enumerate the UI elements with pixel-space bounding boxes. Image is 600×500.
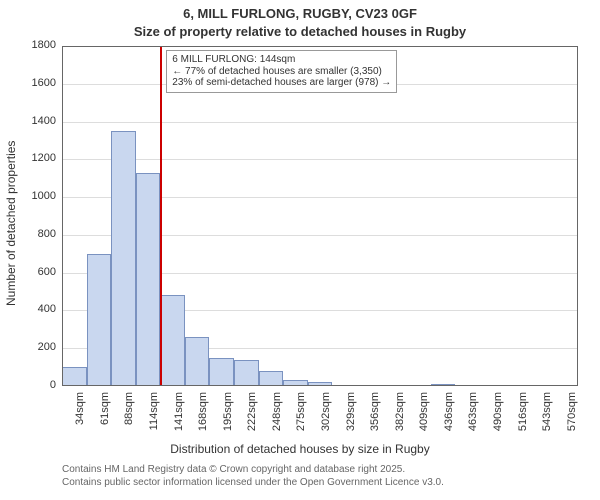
x-tick-label: 88sqm [123, 392, 135, 438]
x-tick-label: 463sqm [467, 392, 479, 438]
histogram-bar [111, 131, 136, 386]
y-tick-label: 800 [16, 228, 56, 240]
y-tick-label: 200 [16, 341, 56, 353]
footnote-1: Contains HM Land Registry data © Crown c… [62, 464, 405, 476]
y-tick-label: 1400 [16, 115, 56, 127]
callout-line2: ← 77% of detached houses are smaller (3,… [172, 66, 391, 78]
plot-area [62, 46, 578, 386]
x-tick-label: 114sqm [148, 392, 160, 438]
y-axis-label: Number of detached properties [4, 141, 18, 306]
footnote-2: Contains public sector information licen… [62, 477, 444, 489]
y-tick-label: 0 [16, 379, 56, 391]
histogram-bar [160, 295, 185, 386]
x-tick-label: 436sqm [443, 392, 455, 438]
x-tick-label: 61sqm [99, 392, 111, 438]
histogram-bar [185, 337, 210, 386]
x-tick-label: 275sqm [295, 392, 307, 438]
chart-title-sub: Size of property relative to detached ho… [0, 24, 600, 39]
callout-line3: 23% of semi-detached houses are larger (… [172, 77, 391, 89]
x-tick-label: 409sqm [418, 392, 430, 438]
x-tick-label: 168sqm [197, 392, 209, 438]
x-tick-label: 248sqm [271, 392, 283, 438]
x-tick-label: 329sqm [345, 392, 357, 438]
chart-title-main: 6, MILL FURLONG, RUGBY, CV23 0GF [0, 6, 600, 21]
x-tick-label: 570sqm [566, 392, 578, 438]
x-tick-label: 356sqm [369, 392, 381, 438]
plot-border [62, 46, 63, 386]
x-tick-label: 302sqm [320, 392, 332, 438]
x-tick-label: 490sqm [492, 392, 504, 438]
x-tick-label: 195sqm [222, 392, 234, 438]
x-tick-label: 34sqm [74, 392, 86, 438]
y-tick-label: 400 [16, 303, 56, 315]
callout-box: 6 MILL FURLONG: 144sqm ← 77% of detached… [166, 50, 397, 93]
plot-border [62, 385, 578, 386]
x-tick-label: 141sqm [173, 392, 185, 438]
reference-marker-line [160, 46, 162, 386]
x-axis-label: Distribution of detached houses by size … [0, 442, 600, 456]
y-tick-label: 1000 [16, 190, 56, 202]
x-tick-label: 516sqm [517, 392, 529, 438]
x-tick-label: 382sqm [394, 392, 406, 438]
histogram-bar [87, 254, 112, 386]
histogram-bar [62, 367, 87, 386]
callout-line1: 6 MILL FURLONG: 144sqm [172, 54, 391, 66]
histogram-chart: 6, MILL FURLONG, RUGBY, CV23 0GF Size of… [0, 0, 600, 500]
gridline [62, 159, 578, 160]
x-tick-label: 222sqm [246, 392, 258, 438]
y-tick-label: 600 [16, 266, 56, 278]
x-tick-label: 543sqm [541, 392, 553, 438]
histogram-bar [209, 358, 234, 386]
histogram-bar [234, 360, 259, 386]
y-tick-label: 1800 [16, 39, 56, 51]
y-tick-label: 1200 [16, 152, 56, 164]
gridline [62, 122, 578, 123]
plot-border [577, 46, 578, 386]
plot-border [62, 46, 578, 47]
histogram-bar [136, 173, 161, 386]
histogram-bar [259, 371, 284, 386]
y-tick-label: 1600 [16, 77, 56, 89]
